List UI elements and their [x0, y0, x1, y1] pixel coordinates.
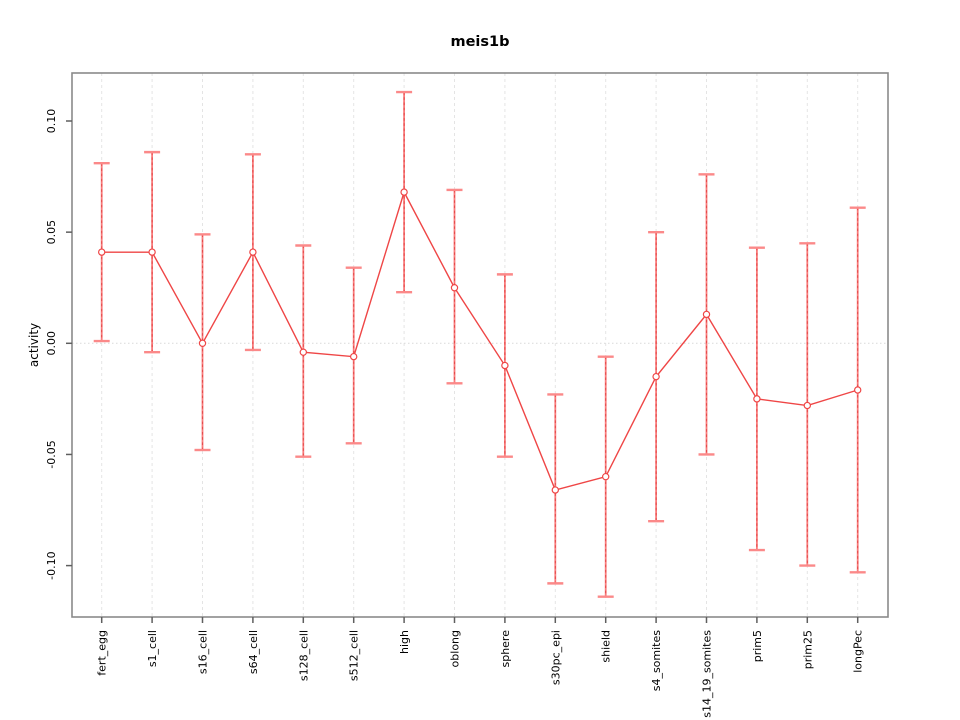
- y-tick-label: 0.00: [45, 331, 58, 356]
- x-tick-label: s1_cell: [146, 630, 159, 667]
- x-tick-label: s4_somites: [650, 630, 663, 692]
- x-tick-label: s30pc_epi: [549, 630, 562, 685]
- data-point-marker: [803, 401, 812, 410]
- data-point-marker: [854, 386, 862, 394]
- data-point-marker: [753, 395, 761, 403]
- grid-layer: [72, 73, 888, 617]
- axis-ticks-layer: [66, 120, 859, 623]
- x-tick-label: oblong: [449, 630, 462, 667]
- y-tick-label: -0.05: [45, 440, 58, 468]
- series-layer: [97, 188, 862, 494]
- x-tick-label: sphere: [499, 630, 512, 668]
- x-tick-label: longPec: [852, 630, 865, 673]
- x-tick-label: high: [398, 630, 411, 654]
- data-point-marker: [299, 348, 307, 356]
- data-point-marker: [148, 248, 156, 256]
- data-point-marker: [551, 486, 560, 494]
- x-tick-label: s16_cell: [197, 630, 210, 674]
- x-tick-label: s64_cell: [247, 630, 260, 674]
- data-point-marker: [501, 361, 509, 370]
- series-line: [101, 190, 858, 491]
- data-point-marker: [702, 310, 711, 319]
- x-tick-label: s14_19_somites: [701, 630, 714, 718]
- y-axis-label: activity: [27, 323, 41, 367]
- plot-border: [71, 72, 889, 618]
- x-tick-label: fert_egg: [96, 630, 109, 676]
- data-point-marker: [602, 472, 610, 481]
- chart-title: meis1b: [450, 34, 509, 50]
- error-bars-layer: [93, 90, 866, 598]
- x-tick-label: prim25: [801, 630, 814, 669]
- x-tick-label: shield: [600, 630, 613, 663]
- x-tick-label: s128_cell: [297, 630, 310, 681]
- data-point-marker: [400, 188, 408, 196]
- data-point-marker: [198, 339, 207, 347]
- tick-labels-layer: 0.10 0.05 0.00 -0.05 -0.10 fert_egg s1_cell s16…: [45, 109, 865, 718]
- data-point-marker: [249, 248, 257, 256]
- data-point-marker: [450, 284, 459, 292]
- plot-border-layer: [71, 72, 889, 618]
- y-tick-label: 0.10: [45, 109, 58, 134]
- x-tick-label: prim5: [751, 630, 764, 662]
- data-point-marker: [350, 352, 358, 361]
- data-point-marker: [652, 372, 660, 381]
- x-tick-label: s512_cell: [348, 630, 361, 681]
- data-point-marker: [97, 248, 106, 256]
- y-tick-label: 0.05: [45, 220, 58, 245]
- y-tick-label: -0.10: [45, 551, 58, 579]
